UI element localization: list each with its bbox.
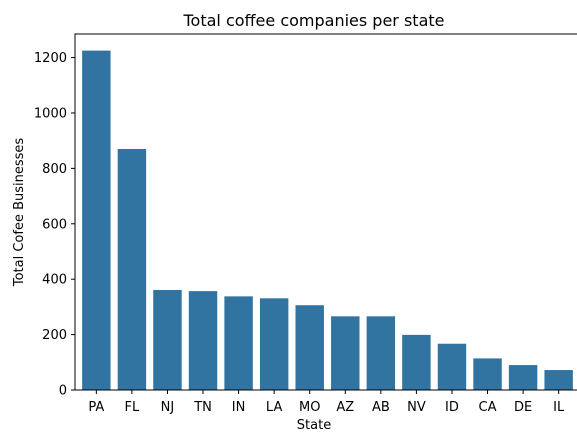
bar-id xyxy=(437,343,467,390)
x-tick-label-fl: FL xyxy=(125,400,140,415)
y-tick-label: 400 xyxy=(42,273,67,288)
chart-title: Total coffee companies per state xyxy=(182,11,444,30)
y-tick-label: 800 xyxy=(42,162,67,177)
x-tick-label-in: IN xyxy=(232,400,246,415)
x-tick-label-id: ID xyxy=(445,400,459,415)
bar-il xyxy=(544,370,573,390)
bar-az xyxy=(331,316,360,390)
y-tick-label: 0 xyxy=(59,384,67,399)
bar-tn xyxy=(188,291,218,390)
y-tick-label: 1200 xyxy=(34,51,67,66)
y-tick-label: 600 xyxy=(42,217,67,232)
x-tick-label-mo: MO xyxy=(299,400,320,415)
bar-ab xyxy=(366,316,396,390)
bar-in xyxy=(224,296,253,390)
x-tick-label-ab: AB xyxy=(372,400,390,415)
x-tick-label-il: IL xyxy=(553,400,565,415)
y-tick-label: 200 xyxy=(42,328,67,343)
x-axis-label: State xyxy=(297,418,331,433)
x-tick-label-nv: NV xyxy=(407,400,426,415)
y-tick-label: 1000 xyxy=(34,106,67,121)
x-tick-label-tn: TN xyxy=(193,400,212,415)
x-axis: PA FL NJ TN IN LA MO AZ AB NV ID CA DE IL xyxy=(88,390,565,415)
bar-pa xyxy=(82,50,111,391)
y-axis: 0 200 400 600 800 1000 1200 xyxy=(34,51,75,399)
bar-ca xyxy=(473,358,502,390)
x-tick-label-ca: CA xyxy=(479,400,497,415)
bar-nj xyxy=(153,289,182,390)
plot-frame xyxy=(74,33,577,391)
x-tick-label-nj: NJ xyxy=(161,400,175,415)
x-tick-label-pa: PA xyxy=(88,400,104,415)
x-tick-label-la: LA xyxy=(266,400,283,415)
x-tick-label-de: DE xyxy=(514,400,532,415)
x-tick-label-az: AZ xyxy=(336,400,354,415)
bars-group xyxy=(82,50,573,391)
bar-de xyxy=(508,365,538,390)
y-axis-label: Total Cofee Businesses xyxy=(12,138,27,288)
bar-mo xyxy=(295,305,324,390)
bar-nv xyxy=(402,334,431,390)
bar-fl xyxy=(117,148,147,390)
bar-la xyxy=(259,298,289,390)
